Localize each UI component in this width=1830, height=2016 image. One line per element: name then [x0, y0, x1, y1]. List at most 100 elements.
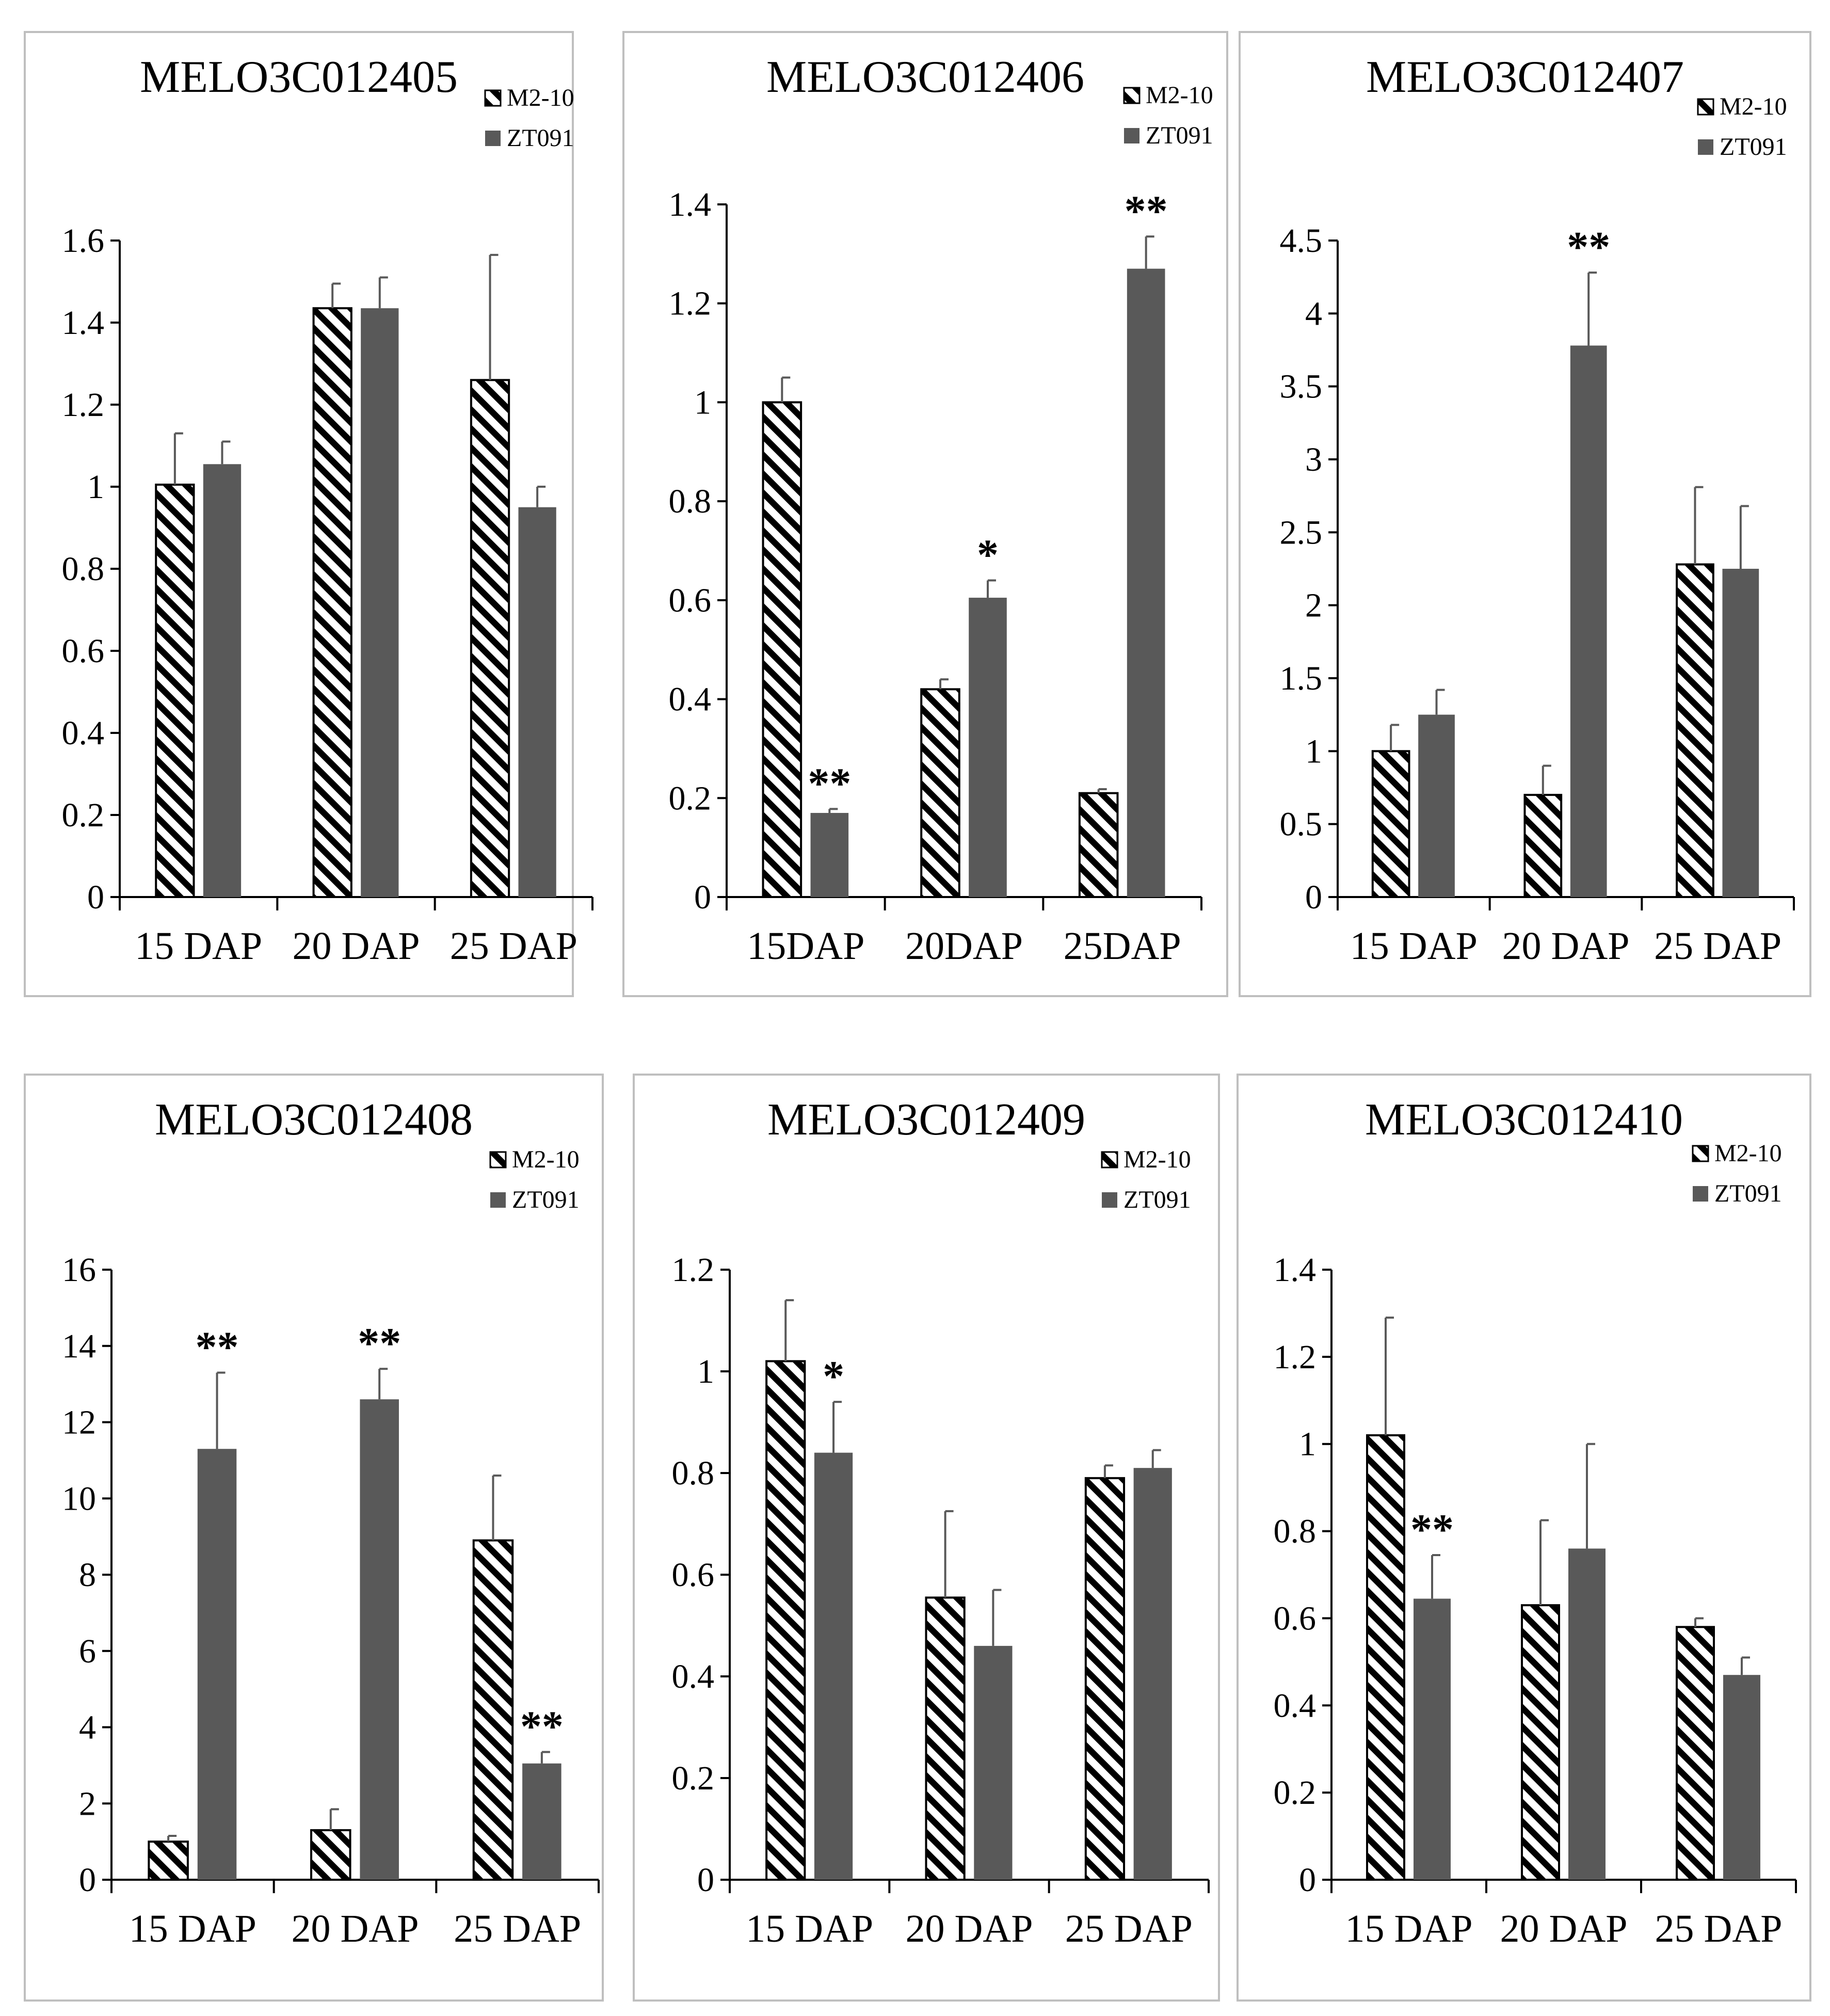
x-tick-label: 25 DAP — [450, 924, 577, 968]
significance-label: ** — [1567, 223, 1610, 271]
chart-panel: MELO3C012410 M2-10 ZT091 0 0.2 0.4 0.6 0.8 1 1.2 1… — [1237, 1074, 1811, 2002]
y-tick-label: 1 — [697, 1353, 714, 1390]
chart-title: MELO3C012405 — [140, 52, 458, 102]
bar — [1676, 563, 1714, 898]
legend-label: ZT091 — [512, 1186, 580, 1213]
legend-label: ZT091 — [1123, 1186, 1191, 1213]
y-tick-label: 14 — [62, 1327, 96, 1365]
y-tick-label: 0.2 — [669, 779, 712, 817]
bar — [969, 598, 1007, 897]
bar — [1523, 794, 1563, 898]
legend-label: ZT091 — [1146, 122, 1213, 149]
bar — [360, 1399, 399, 1880]
y-tick-label: 0.5 — [1280, 806, 1323, 843]
legend-swatch — [1698, 139, 1713, 155]
bar — [1568, 1548, 1606, 1880]
significance-label: ** — [196, 1323, 239, 1371]
x-tick-label: 20DAP — [905, 924, 1023, 968]
x-tick-label: 25 DAP — [1065, 1907, 1193, 1950]
chart-title: MELO3C012406 — [766, 52, 1084, 102]
bar — [974, 1645, 1013, 1880]
legend-swatch — [1123, 87, 1141, 104]
y-tick-label: 1.4 — [669, 186, 712, 223]
bar — [810, 813, 849, 897]
legend-swatch — [1101, 1151, 1118, 1169]
y-tick-label: 0 — [1305, 878, 1322, 916]
panel-border — [24, 1074, 604, 2002]
x-tick-label: 20 DAP — [292, 924, 420, 968]
bar — [522, 1763, 561, 1880]
x-tick-label: 20 DAP — [1500, 1907, 1627, 1950]
legend-label: M2-10 — [512, 1146, 580, 1173]
significance-label: ** — [520, 1703, 564, 1751]
y-tick-label: 4.5 — [1280, 222, 1323, 260]
y-tick-label: 0.4 — [669, 681, 712, 718]
bar — [1570, 345, 1607, 897]
y-tick-label: 0.4 — [672, 1658, 715, 1695]
x-tick-label: 25DAP — [1064, 924, 1181, 968]
bar — [765, 1360, 806, 1881]
y-tick-label: 0 — [79, 1861, 96, 1899]
bar — [1722, 569, 1759, 897]
y-tick-label: 0.2 — [62, 796, 105, 834]
x-tick-label: 20 DAP — [291, 1907, 419, 1950]
legend-swatch — [1102, 1192, 1117, 1208]
y-tick-label: 0 — [87, 878, 104, 916]
bar — [1723, 1675, 1760, 1880]
chart-title: MELO3C012409 — [767, 1095, 1085, 1145]
bar — [925, 1596, 966, 1881]
panel-border — [1237, 1074, 1811, 2002]
chart-title: MELO3C012407 — [1366, 52, 1684, 102]
legend-swatch — [1692, 1145, 1709, 1162]
bar — [814, 1452, 853, 1880]
chart-panel: MELO3C012406 M2-10 ZT091 0 0.2 0.4 0.6 0.8 1 1.2 1… — [622, 31, 1228, 997]
y-tick-label: 1.2 — [669, 285, 712, 323]
bar — [1414, 1598, 1451, 1880]
bar — [472, 1539, 514, 1881]
significance-label: ** — [1410, 1506, 1454, 1554]
y-tick-label: 1 — [694, 383, 711, 421]
y-tick-label: 1.4 — [1274, 1251, 1317, 1289]
bar — [1371, 750, 1410, 899]
x-tick-label: 25 DAP — [1655, 1907, 1782, 1950]
bar — [1127, 268, 1165, 897]
bar — [361, 308, 399, 897]
legend-label: M2-10 — [507, 84, 574, 111]
legend-label: M2-10 — [1146, 82, 1213, 109]
y-tick-label: 4 — [79, 1709, 96, 1747]
legend-label: M2-10 — [1123, 1146, 1191, 1173]
bar — [1084, 1477, 1126, 1881]
chart-panel: MELO3C012405 M2-10 ZT091 0 0.2 0.4 0.6 0.8 1 1.2 1… — [24, 31, 593, 997]
y-tick-label: 1.2 — [1274, 1338, 1317, 1376]
significance-label: * — [823, 1352, 844, 1400]
legend-swatch — [1124, 128, 1139, 143]
chart-panel: MELO3C012407 M2-10 ZT091 0 0.5 1 1.5 2 2.5 3 3.5 4 4… — [1239, 31, 1811, 997]
bar — [1676, 1626, 1715, 1881]
y-tick-label: 1 — [1305, 732, 1322, 770]
bar — [155, 484, 195, 898]
panel-border — [633, 1074, 1220, 2002]
legend-swatch — [484, 89, 502, 107]
panel-border — [622, 31, 1228, 997]
legend-swatch — [489, 1151, 507, 1169]
chart-panel: MELO3C012408 M2-10 ZT091 0 2 4 6 8 10 12 14 16 15 DA… — [24, 1074, 604, 2002]
y-tick-label: 6 — [79, 1633, 96, 1670]
chart-panel: MELO3C012409 M2-10 ZT091 0 0.2 0.4 0.6 0.8 1 1.2 1… — [633, 1074, 1220, 2002]
legend-label: ZT091 — [507, 124, 574, 152]
x-tick-label: 15DAP — [747, 924, 864, 968]
y-tick-label: 0.8 — [672, 1454, 715, 1492]
x-tick-label: 15 DAP — [129, 1907, 256, 1950]
bar — [310, 1829, 351, 1881]
y-tick-label: 0 — [694, 878, 711, 916]
bar — [203, 464, 242, 897]
y-tick-label: 0.6 — [1274, 1599, 1317, 1637]
x-tick-label: 25 DAP — [1654, 924, 1781, 968]
y-tick-label: 10 — [62, 1480, 96, 1517]
y-tick-label: 1.6 — [62, 222, 105, 260]
panel-border — [24, 31, 574, 997]
y-tick-label: 0.6 — [669, 582, 712, 619]
bar — [1521, 1604, 1560, 1881]
y-tick-label: 0.6 — [672, 1556, 715, 1594]
y-tick-label: 1 — [87, 468, 104, 506]
y-tick-label: 4 — [1305, 295, 1322, 332]
